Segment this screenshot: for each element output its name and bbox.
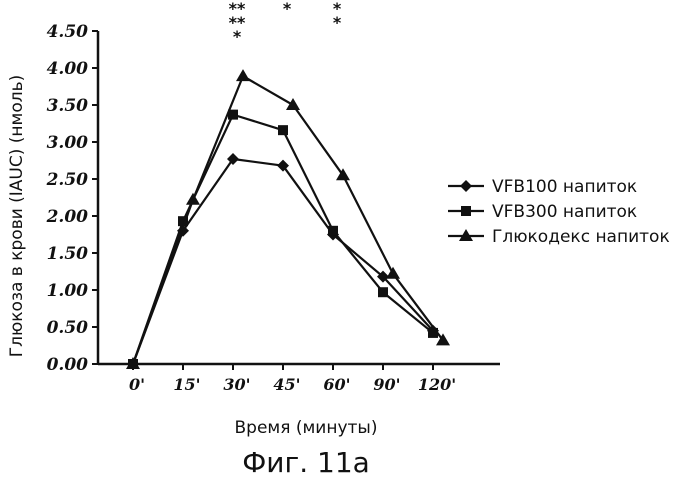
figure-caption: Фиг. 11а xyxy=(242,446,370,478)
y-tick-label: 3.50 xyxy=(47,96,89,116)
x-tick-label: 90' xyxy=(373,375,400,394)
x-tick-label: 120' xyxy=(418,375,456,394)
x-tick-labels: 0' 15' 30' 45' 60' 90' 120' xyxy=(129,375,456,394)
triangle-marker xyxy=(286,98,300,110)
triangle-marker xyxy=(236,69,250,81)
y-axis-label: Глюкоза в крови (IAUC) (нмоль) xyxy=(7,75,27,358)
y-tick-label: 3.00 xyxy=(47,133,89,153)
significance-star: * xyxy=(333,13,342,32)
square-marker xyxy=(461,206,471,216)
x-tick-label: 0' xyxy=(129,375,145,394)
y-tick-label: 0.50 xyxy=(47,318,89,338)
series-diamond xyxy=(127,153,439,370)
y-tick-labels: 0.00 0.50 1.00 1.50 2.00 2.50 3.00 3.50 4.00 4.50 xyxy=(46,22,89,375)
x-tick-label: 30' xyxy=(223,375,250,394)
series-triangle xyxy=(126,69,450,369)
legend-label: VFB300 напиток xyxy=(492,202,637,222)
y-tick-label: 1.50 xyxy=(47,244,89,264)
significance-marks: ******** xyxy=(229,0,342,46)
triangle-marker xyxy=(186,193,200,205)
triangle-marker xyxy=(386,267,400,279)
significance-star: * xyxy=(283,0,292,18)
axes xyxy=(92,31,500,370)
y-tick-label: 4.00 xyxy=(47,59,89,79)
legend: VFB100 напиток VFB300 напиток Глюкодекс на… xyxy=(448,177,670,247)
legend-label: Глюкодекс напиток xyxy=(492,227,670,247)
square-marker xyxy=(328,226,338,236)
y-tick-label: 4.50 xyxy=(47,22,89,42)
x-tick-label: 60' xyxy=(323,375,350,394)
y-tick-label: 2.50 xyxy=(46,170,89,190)
series-group xyxy=(126,69,450,370)
y-tick-label: 0.00 xyxy=(47,355,89,375)
x-tick-label: 15' xyxy=(173,375,200,394)
square-marker xyxy=(278,125,288,135)
square-marker xyxy=(378,287,388,297)
diamond-marker xyxy=(460,180,472,192)
x-tick-label: 45' xyxy=(273,375,300,394)
y-tick-label: 2.00 xyxy=(46,207,89,227)
y-tick-label: 1.00 xyxy=(47,281,89,301)
significance-star: * xyxy=(233,27,242,46)
x-axis-label: Время (минуты) xyxy=(234,418,377,438)
legend-label: VFB100 напиток xyxy=(492,177,637,197)
series-square xyxy=(128,110,438,369)
